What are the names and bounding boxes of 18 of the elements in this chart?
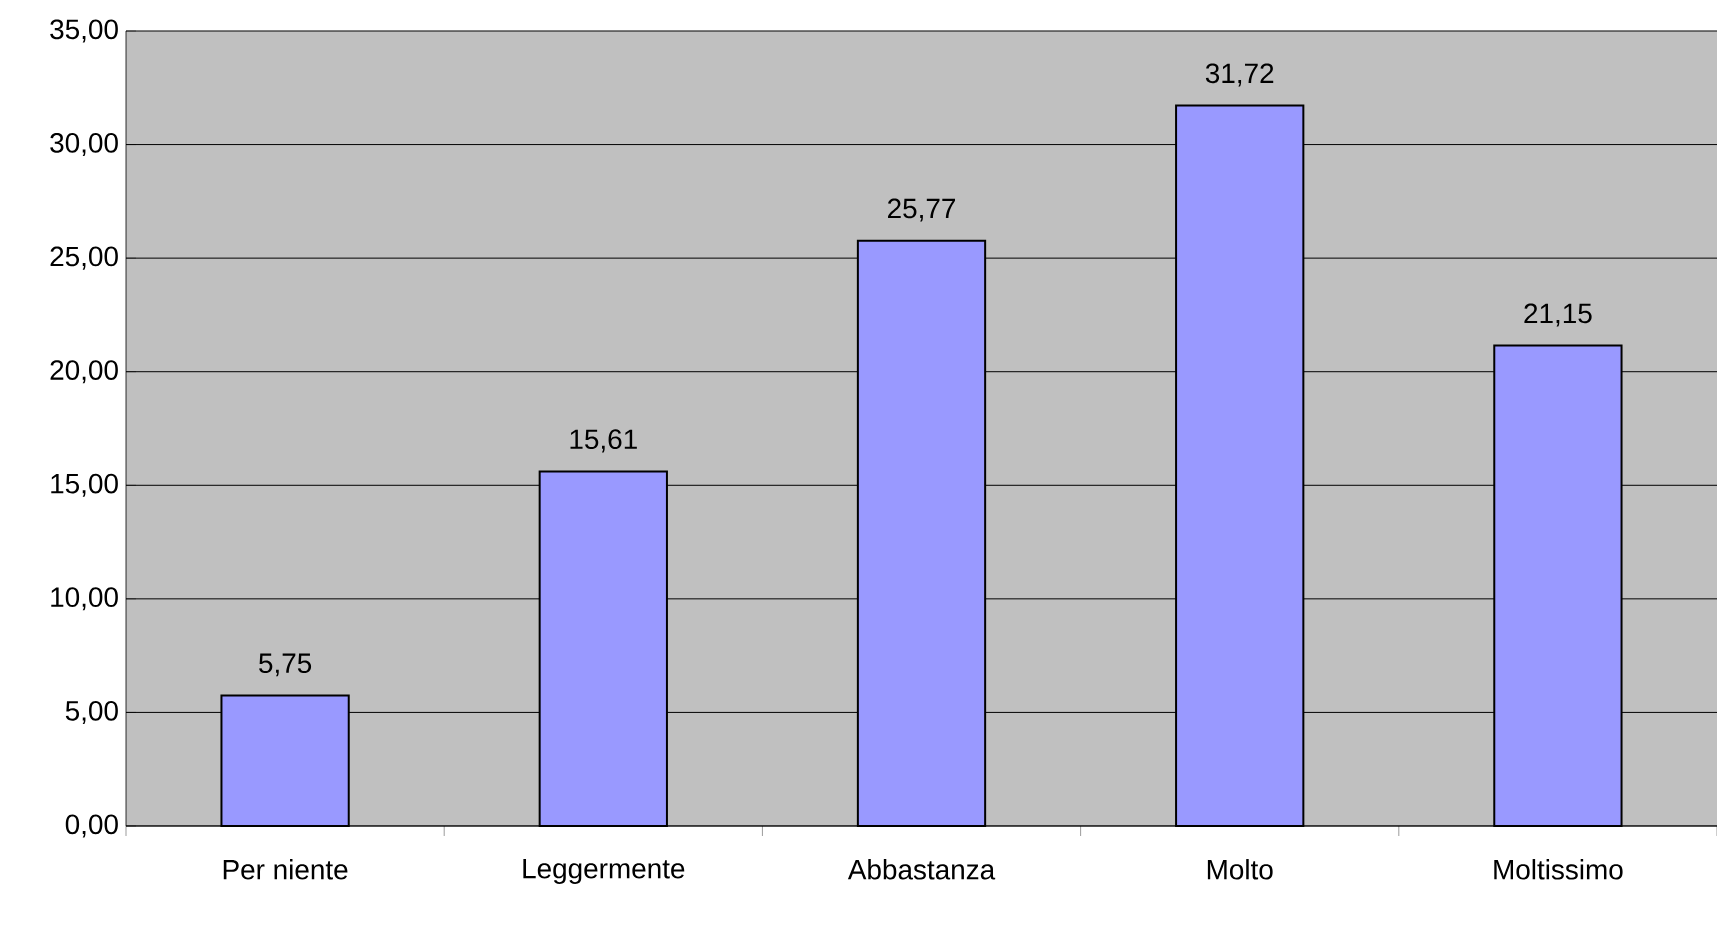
x-tick-label: Per niente (223, 859, 348, 880)
data-label: 15,61 (570, 429, 637, 453)
y-tick-label: 20,00 (50, 360, 118, 384)
y-tick-label: 25,00 (50, 246, 118, 270)
y-tick-label: 0,00 (65, 814, 118, 838)
y-tick-label: 10,00 (51, 587, 118, 611)
data-label: 31,72 (1205, 63, 1274, 87)
x-tick-label: Abbastanza (847, 859, 996, 880)
x-tick-label: Leggermente (523, 859, 685, 885)
y-tick-label: 5,00 (65, 700, 118, 724)
x-tick-label: Molto (1207, 859, 1273, 880)
y-tick-label: 35,00 (50, 19, 118, 43)
data-label: 25,77 (888, 198, 956, 222)
data-label: 21,15 (1524, 303, 1592, 327)
x-tick-label: Moltissimo (1494, 859, 1623, 880)
y-tick-label: 15,00 (51, 473, 118, 497)
y-tick-label: 30,00 (50, 133, 118, 157)
data-label: 5,75 (259, 653, 312, 677)
